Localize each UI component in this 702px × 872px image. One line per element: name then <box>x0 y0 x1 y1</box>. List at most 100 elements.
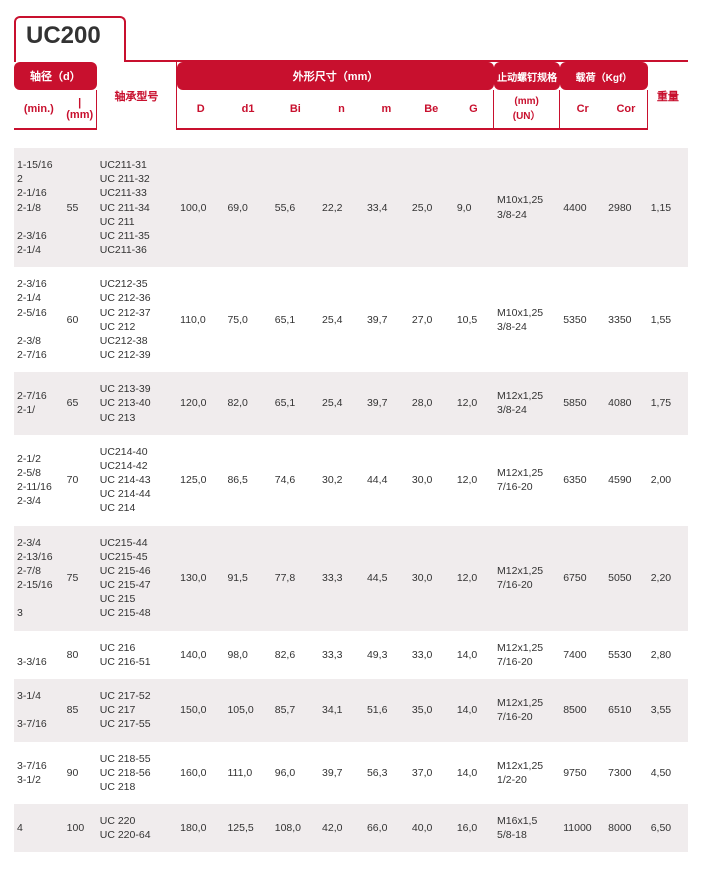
cell-min: 2-3/4 2-13/16 2-7/8 2-15/16 3 <box>14 526 64 631</box>
cell-Cor: 6510 <box>605 679 648 742</box>
cell-m: 39,7 <box>364 372 409 435</box>
cell-model: UC 218-55 UC 218-56 UC 218 <box>97 742 177 805</box>
cell-D: 150,0 <box>177 679 224 742</box>
cell-mm: 75 <box>64 526 97 631</box>
cell-D: 110,0 <box>177 267 224 372</box>
cell-d1: 111,0 <box>224 742 271 805</box>
header-mm: | (mm) <box>64 90 97 130</box>
header-dims-group: 外形尺寸（mm） <box>177 62 494 90</box>
cell-n: 25,4 <box>319 372 364 435</box>
cell-mm: 70 <box>64 435 97 526</box>
cell-wt: 2,20 <box>648 526 688 631</box>
cell-model: UC215-44 UC215-45 UC 215-46 UC 215-47 UC… <box>97 526 177 631</box>
cell-G: 14,0 <box>454 742 494 805</box>
cell-Cr: 6750 <box>560 526 605 631</box>
table-row: 3-7/16 3-1/290UC 218-55 UC 218-56 UC 218… <box>14 742 688 805</box>
cell-min: 1-15/16 2 2-1/16 2-1/8 2-3/16 2-1/4 <box>14 148 64 267</box>
cell-G: 12,0 <box>454 435 494 526</box>
title-container: UC200 <box>14 14 688 62</box>
cell-n: 30,2 <box>319 435 364 526</box>
cell-Bi: 65,1 <box>272 372 319 435</box>
cell-mm: 90 <box>64 742 97 805</box>
cell-Cr: 11000 <box>560 804 605 852</box>
cell-wt: 1,75 <box>648 372 688 435</box>
header-Cor: Cor <box>605 90 648 130</box>
cell-Cor: 3350 <box>605 267 648 372</box>
cell-wt: 4,50 <box>648 742 688 805</box>
cell-n: 22,2 <box>319 148 364 267</box>
cell-m: 66,0 <box>364 804 409 852</box>
header-min: (min.) <box>14 90 64 130</box>
table-row: 2-3/4 2-13/16 2-7/8 2-15/16 375UC215-44 … <box>14 526 688 631</box>
header-D: D <box>177 90 224 130</box>
cell-Cr: 5850 <box>560 372 605 435</box>
cell-Cor: 2980 <box>605 148 648 267</box>
header-n: n <box>319 90 364 130</box>
cell-Be: 30,0 <box>409 435 454 526</box>
cell-Bi: 77,8 <box>272 526 319 631</box>
cell-G: 9,0 <box>454 148 494 267</box>
cell-min: 2-7/16 2-1/ <box>14 372 64 435</box>
cell-Be: 33,0 <box>409 631 454 679</box>
cell-D: 180,0 <box>177 804 224 852</box>
cell-mm: 60 <box>64 267 97 372</box>
cell-n: 33,3 <box>319 526 364 631</box>
header-G: G <box>454 90 494 130</box>
cell-model: UC214-40 UC214-42 UC 214-43 UC 214-44 UC… <box>97 435 177 526</box>
cell-m: 51,6 <box>364 679 409 742</box>
cell-bolt: M12x1,25 3/8-24 <box>494 372 560 435</box>
table-row: 2-7/16 2-1/65UC 213-39 UC 213-40 UC 2131… <box>14 372 688 435</box>
cell-mm: 55 <box>64 148 97 267</box>
cell-wt: 2,80 <box>648 631 688 679</box>
cell-n: 34,1 <box>319 679 364 742</box>
cell-Bi: 74,6 <box>272 435 319 526</box>
cell-min: 3-1/4 3-7/16 <box>14 679 64 742</box>
cell-d1: 82,0 <box>224 372 271 435</box>
cell-Bi: 55,6 <box>272 148 319 267</box>
cell-mm: 80 <box>64 631 97 679</box>
cell-model: UC 220 UC 220-64 <box>97 804 177 852</box>
cell-model: UC212-35 UC 212-36 UC 212-37 UC 212 UC21… <box>97 267 177 372</box>
cell-wt: 2,00 <box>648 435 688 526</box>
cell-bolt: M10x1,25 3/8-24 <box>494 267 560 372</box>
header-d1: d1 <box>224 90 271 130</box>
cell-bolt: M12x1,25 7/16-20 <box>494 435 560 526</box>
table-row: 2-1/2 2-5/8 2-11/16 2-3/470UC214-40 UC21… <box>14 435 688 526</box>
header-model: 轴承型号 <box>97 62 177 130</box>
header-Bi: Bi <box>272 90 319 130</box>
cell-model: UC 217-52 UC 217 UC 217-55 <box>97 679 177 742</box>
cell-wt: 3,55 <box>648 679 688 742</box>
cell-Be: 40,0 <box>409 804 454 852</box>
cell-n: 33,3 <box>319 631 364 679</box>
cell-n: 42,0 <box>319 804 364 852</box>
cell-Bi: 96,0 <box>272 742 319 805</box>
cell-n: 39,7 <box>319 742 364 805</box>
cell-d1: 69,0 <box>224 148 271 267</box>
cell-d1: 105,0 <box>224 679 271 742</box>
table-row: 2-3/16 2-1/4 2-5/16 2-3/8 2-7/1660UC212-… <box>14 267 688 372</box>
cell-wt: 6,50 <box>648 804 688 852</box>
cell-D: 140,0 <box>177 631 224 679</box>
cell-wt: 1,15 <box>648 148 688 267</box>
cell-Be: 35,0 <box>409 679 454 742</box>
cell-d1: 86,5 <box>224 435 271 526</box>
cell-Be: 30,0 <box>409 526 454 631</box>
cell-Bi: 108,0 <box>272 804 319 852</box>
header-load-group: 载荷（Kgf） <box>560 62 647 90</box>
cell-min: 4 <box>14 804 64 852</box>
table-row: 3-3/1680UC 216 UC 216-51140,098,082,633,… <box>14 631 688 679</box>
cell-Cor: 5530 <box>605 631 648 679</box>
cell-D: 125,0 <box>177 435 224 526</box>
cell-bolt: M12x1,25 7/16-20 <box>494 526 560 631</box>
cell-Cor: 4590 <box>605 435 648 526</box>
header-Cr: Cr <box>560 90 605 130</box>
cell-m: 44,4 <box>364 435 409 526</box>
table-row: 3-1/4 3-7/1685UC 217-52 UC 217 UC 217-55… <box>14 679 688 742</box>
cell-min: 2-1/2 2-5/8 2-11/16 2-3/4 <box>14 435 64 526</box>
header-Be: Be <box>409 90 454 130</box>
cell-n: 25,4 <box>319 267 364 372</box>
cell-Bi: 85,7 <box>272 679 319 742</box>
cell-Cr: 6350 <box>560 435 605 526</box>
cell-G: 14,0 <box>454 679 494 742</box>
cell-min: 3-3/16 <box>14 631 64 679</box>
